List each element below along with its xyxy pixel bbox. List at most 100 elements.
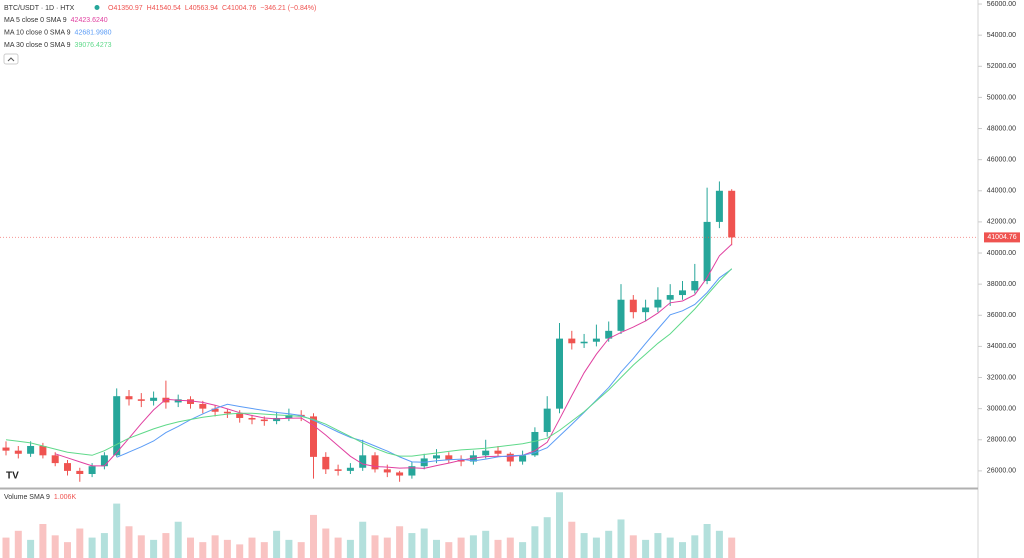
candle-body: [654, 299, 662, 308]
volume-bar: [605, 530, 613, 558]
candle-body: [100, 455, 108, 467]
last-price-box: [984, 232, 1020, 243]
ma-line: [55, 243, 733, 469]
volume-label: Volume SMA 9: [4, 494, 50, 501]
ohlc-value: −346.21 (−0.84%): [260, 5, 316, 12]
candle-body: [445, 455, 453, 460]
volume-bar: [322, 528, 330, 558]
volume-bar: [433, 539, 440, 558]
volume-bar: [568, 521, 576, 558]
candle-body: [396, 472, 404, 476]
volume-bar: [371, 535, 379, 558]
volume-bar: [51, 535, 59, 558]
volume-bar: [420, 528, 428, 558]
volume-value: 1.006K: [54, 494, 77, 501]
volume-bar: [223, 539, 231, 558]
candle-body: [543, 408, 551, 432]
volume-bar: [556, 492, 563, 558]
candle-body: [605, 330, 613, 339]
volume-bar: [27, 539, 35, 558]
last-price-label: 41004.76: [987, 234, 1016, 241]
candle-body: [273, 417, 281, 422]
legend-label: MA 5 close 0 SMA 9: [4, 17, 67, 24]
candle-body: [322, 456, 330, 470]
volume-bar: [76, 528, 84, 558]
ma-line: [5, 268, 733, 457]
legend-value: 39076.4273: [75, 42, 112, 49]
volume-bar: [2, 537, 10, 558]
volume-bar: [64, 542, 71, 558]
candle-body: [383, 469, 391, 473]
ohlc-value: O41350.97: [108, 5, 143, 12]
volume-bar: [14, 530, 22, 558]
ohlc-value: C41004.76: [222, 5, 256, 12]
legend-label: MA 30 close 0 SMA 9: [4, 42, 71, 49]
volume-bar: [236, 544, 244, 558]
y-tick-label: 30000.00: [987, 405, 1016, 412]
candle-body: [408, 466, 416, 476]
ohlc-value: H41540.54: [147, 5, 181, 12]
candle-body: [236, 413, 244, 418]
y-tick-label: 54000.00: [987, 32, 1016, 39]
candle-body: [76, 470, 84, 474]
volume-bar: [519, 542, 527, 558]
volume-bar: [703, 524, 711, 558]
candle-body: [223, 411, 231, 414]
candle-body: [728, 190, 736, 238]
y-tick-label: 56000.00: [987, 1, 1016, 8]
volume-bar: [457, 537, 465, 558]
y-tick-label: 46000.00: [987, 157, 1016, 164]
candle-body: [715, 190, 723, 222]
volume-bar: [642, 539, 650, 558]
chart-title: BTC/USDT · 1D · HTX: [4, 5, 75, 12]
volume-bar: [592, 537, 600, 558]
volume-bar: [137, 535, 145, 558]
candle-body: [691, 281, 699, 291]
volume-bar: [494, 539, 502, 558]
volume-bar: [482, 530, 490, 558]
candle-body: [629, 299, 637, 313]
candle-body: [2, 447, 10, 451]
volume-bar: [728, 537, 736, 558]
candle-body: [39, 445, 47, 456]
volume-bar: [359, 521, 367, 558]
candle-body: [125, 396, 133, 400]
candle-body: [556, 338, 563, 409]
candle-body: [88, 466, 96, 474]
y-tick-label: 40000.00: [987, 250, 1016, 257]
legend-label: MA 10 close 0 SMA 9: [4, 29, 71, 36]
volume-bar: [715, 530, 723, 558]
volume-bar: [100, 533, 108, 558]
candle-body: [64, 463, 71, 471]
candle-body: [703, 221, 711, 282]
collapse-button[interactable]: [3, 53, 19, 65]
legend-value: 42423.6240: [71, 17, 108, 24]
volume-bar: [285, 539, 293, 558]
candle-body: [531, 431, 539, 456]
candle-body: [346, 467, 354, 471]
volume-bar: [408, 533, 416, 558]
volume-bar: [679, 542, 686, 558]
y-tick-label: 34000.00: [987, 343, 1016, 350]
candle-body: [642, 307, 650, 313]
candle-body: [51, 455, 59, 464]
status-dot: [94, 5, 100, 10]
volume-bar: [211, 535, 219, 558]
volume-bar: [396, 526, 404, 558]
y-tick-label: 38000.00: [987, 281, 1016, 288]
candle-body: [494, 450, 502, 454]
candle-body: [285, 414, 293, 418]
volume-bar: [469, 535, 477, 558]
candle-body: [248, 417, 256, 420]
ohlc-value: L40563.94: [185, 5, 218, 12]
candle-body: [334, 469, 342, 471]
candle-body: [211, 408, 219, 412]
volume-bar: [260, 542, 268, 558]
candle-body: [666, 295, 674, 300]
candle-body: [433, 455, 440, 459]
volume-bar: [125, 526, 133, 558]
y-tick-label: 44000.00: [987, 188, 1016, 195]
